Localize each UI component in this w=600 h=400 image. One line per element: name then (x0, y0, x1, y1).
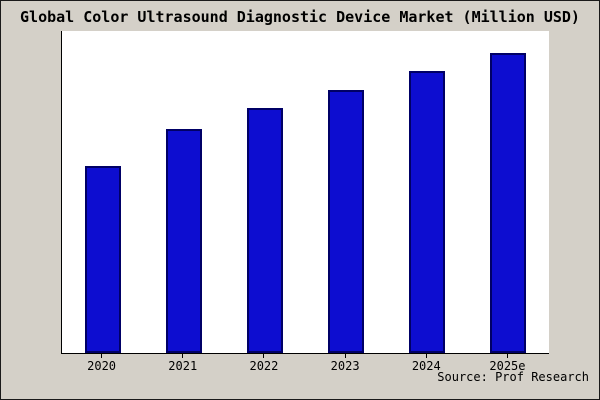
x-tick-mark (506, 354, 508, 358)
bar-column (387, 31, 468, 353)
x-tick-mark (263, 354, 265, 358)
bar-column (468, 31, 549, 353)
x-axis-ticks (61, 354, 548, 358)
bar-column (306, 31, 387, 353)
x-tick-label-2020: 2020 (87, 359, 117, 373)
bar-2024 (409, 71, 446, 353)
x-tick (386, 354, 467, 358)
bar-2025e (490, 53, 527, 353)
x-tick (223, 354, 304, 358)
bar-2021 (165, 128, 202, 353)
x-tick-label-2022: 2022 (249, 359, 279, 373)
x-tick (142, 354, 223, 358)
x-tick-label-2025e: 2025e (489, 359, 526, 373)
x-tick-mark (344, 354, 346, 358)
x-tick-label-2021: 2021 (168, 359, 198, 373)
chart-title: Global Color Ultrasound Diagnostic Devic… (20, 8, 580, 26)
x-axis-labels: 2020 2021 2022 2023 2024 2025e (61, 359, 548, 373)
x-tick-label-2023: 2023 (330, 359, 360, 373)
bar-column (143, 31, 224, 353)
x-tick-label-2024: 2024 (411, 359, 441, 373)
x-tick (305, 354, 386, 358)
x-tick-mark (101, 354, 103, 358)
x-tick-mark (182, 354, 184, 358)
bar-2022 (246, 108, 283, 353)
bar-2023 (328, 90, 365, 353)
x-tick-mark (425, 354, 427, 358)
plot-area (61, 31, 549, 354)
source-text: Source: Prof Research (437, 370, 589, 384)
bar-column (224, 31, 305, 353)
x-tick (467, 354, 548, 358)
bar-column (62, 31, 143, 353)
x-tick (61, 354, 142, 358)
bar-2020 (84, 165, 121, 353)
